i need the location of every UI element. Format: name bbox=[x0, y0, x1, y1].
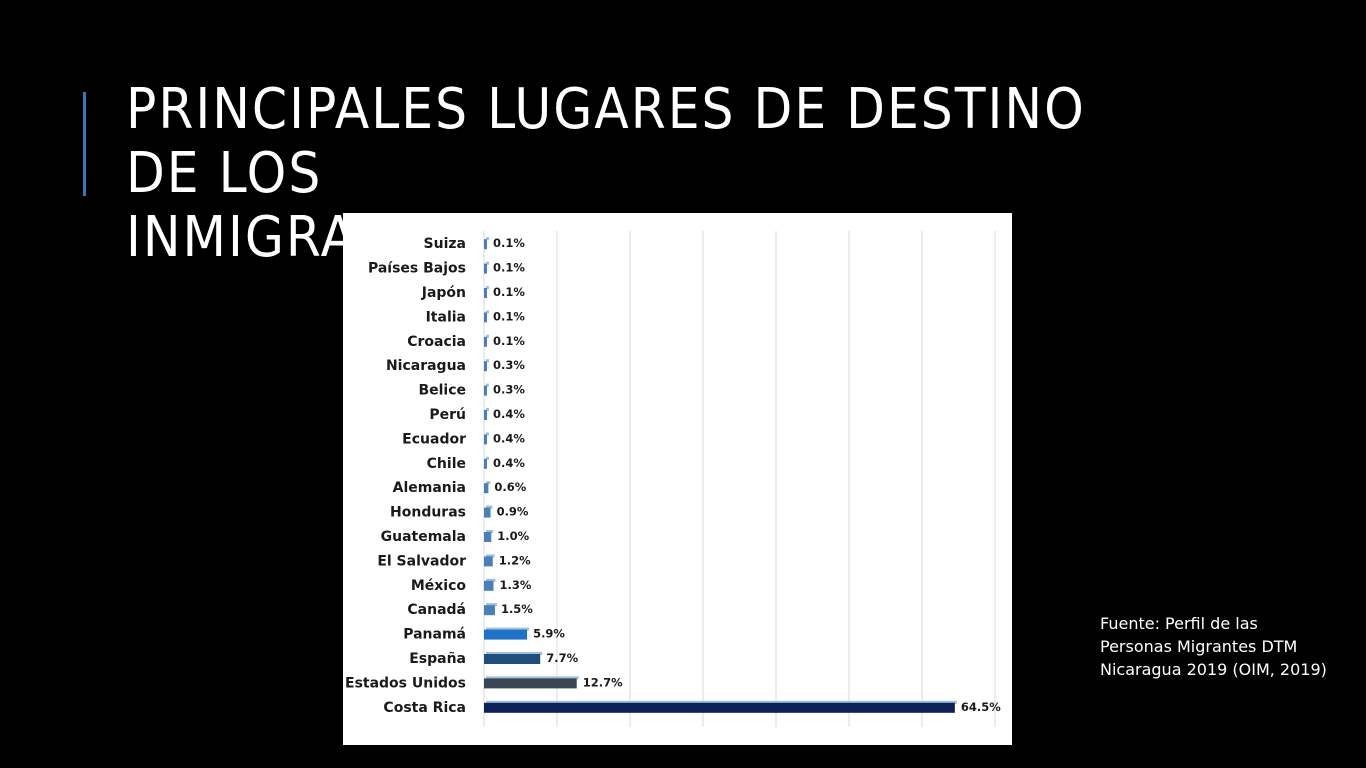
value-label: 1.5% bbox=[501, 602, 533, 616]
category-label: Italia bbox=[426, 309, 466, 325]
category-label: Costa Rica bbox=[383, 700, 466, 716]
bar bbox=[484, 507, 491, 518]
bar-top bbox=[486, 261, 489, 265]
value-label: 7.7% bbox=[546, 651, 578, 665]
bar-top bbox=[486, 603, 497, 607]
bar bbox=[484, 532, 492, 542]
value-label: 0.3% bbox=[493, 383, 525, 397]
value-label: 64.5% bbox=[961, 700, 1001, 714]
value-label: 0.6% bbox=[494, 480, 526, 494]
bar-top bbox=[486, 627, 530, 631]
category-label: Guatemala bbox=[381, 529, 466, 545]
chart-panel: Suiza 0.1% Países Bajos 0.1% Japón 0.1% Italia… bbox=[343, 213, 1012, 745]
category-label: Perú bbox=[429, 407, 466, 423]
bar bbox=[484, 410, 487, 420]
bar-top bbox=[486, 334, 489, 338]
bar-top bbox=[486, 481, 491, 485]
bar bbox=[484, 385, 487, 396]
bar-top bbox=[486, 237, 489, 241]
category-label: Ecuador bbox=[402, 431, 466, 447]
bar bbox=[484, 458, 487, 469]
bar bbox=[484, 434, 487, 445]
bar bbox=[484, 288, 487, 298]
value-label: 0.1% bbox=[493, 285, 525, 299]
slide-title-line-1: PRINCIPALES LUGARES DE DESTINO DE LOS bbox=[126, 77, 1086, 206]
category-label: Suiza bbox=[424, 236, 466, 252]
bar-top bbox=[486, 530, 494, 533]
category-label: Canadá bbox=[407, 602, 466, 618]
bar-top bbox=[486, 359, 489, 363]
bar bbox=[484, 654, 541, 664]
bar bbox=[484, 263, 487, 274]
value-label: 5.9% bbox=[533, 627, 565, 641]
bar bbox=[484, 605, 495, 616]
category-label: Alemania bbox=[393, 480, 466, 496]
category-label: Chile bbox=[427, 456, 466, 472]
bar bbox=[484, 556, 493, 567]
bar-top bbox=[486, 286, 489, 289]
bar bbox=[484, 678, 577, 689]
value-label: 12.7% bbox=[583, 675, 623, 689]
category-label: Panamá bbox=[403, 627, 466, 643]
value-label: 1.3% bbox=[499, 578, 531, 592]
bar-top bbox=[486, 408, 489, 411]
value-label: 0.4% bbox=[493, 456, 525, 470]
category-label: España bbox=[409, 651, 466, 667]
source-note: Fuente: Perfil de las Personas Migrantes… bbox=[1100, 614, 1327, 679]
category-label: Japón bbox=[421, 285, 466, 301]
bar-top bbox=[486, 432, 489, 436]
value-label: 0.1% bbox=[493, 309, 525, 323]
bar-top bbox=[486, 554, 495, 558]
category-label: El Salvador bbox=[377, 553, 466, 569]
bar-top bbox=[486, 676, 579, 680]
category-label: Croacia bbox=[407, 334, 466, 350]
bar bbox=[484, 483, 489, 494]
title-accent-line bbox=[83, 92, 86, 196]
destination-bar-chart: Suiza 0.1% Países Bajos 0.1% Japón 0.1% Italia… bbox=[345, 231, 1001, 727]
value-label: 0.4% bbox=[493, 431, 525, 445]
value-label: 0.1% bbox=[493, 334, 525, 348]
category-label: Belice bbox=[418, 383, 466, 399]
bar-top bbox=[486, 652, 543, 655]
bar-top bbox=[486, 505, 493, 509]
category-label: Países Bajos bbox=[368, 261, 466, 277]
category-label: Honduras bbox=[390, 505, 466, 521]
bar bbox=[484, 312, 487, 323]
bar-top bbox=[486, 700, 957, 704]
bar bbox=[484, 239, 487, 250]
bar bbox=[484, 702, 955, 713]
bar-top bbox=[486, 310, 489, 314]
bar bbox=[484, 580, 494, 591]
value-label: 0.9% bbox=[497, 505, 529, 519]
value-label: 0.3% bbox=[493, 358, 525, 372]
bar bbox=[484, 361, 487, 372]
value-label: 1.2% bbox=[499, 553, 531, 567]
value-label: 0.1% bbox=[493, 261, 525, 275]
bar bbox=[484, 336, 487, 347]
category-label: Nicaragua bbox=[386, 358, 466, 374]
bar-top bbox=[486, 383, 489, 387]
bar bbox=[484, 629, 528, 640]
category-label: México bbox=[411, 578, 467, 594]
category-label: Estados Unidos bbox=[345, 675, 466, 691]
value-label: 0.1% bbox=[493, 236, 525, 250]
value-label: 1.0% bbox=[497, 529, 529, 543]
bar-top bbox=[486, 578, 496, 582]
bar-top bbox=[486, 456, 489, 460]
value-label: 0.4% bbox=[493, 407, 525, 421]
